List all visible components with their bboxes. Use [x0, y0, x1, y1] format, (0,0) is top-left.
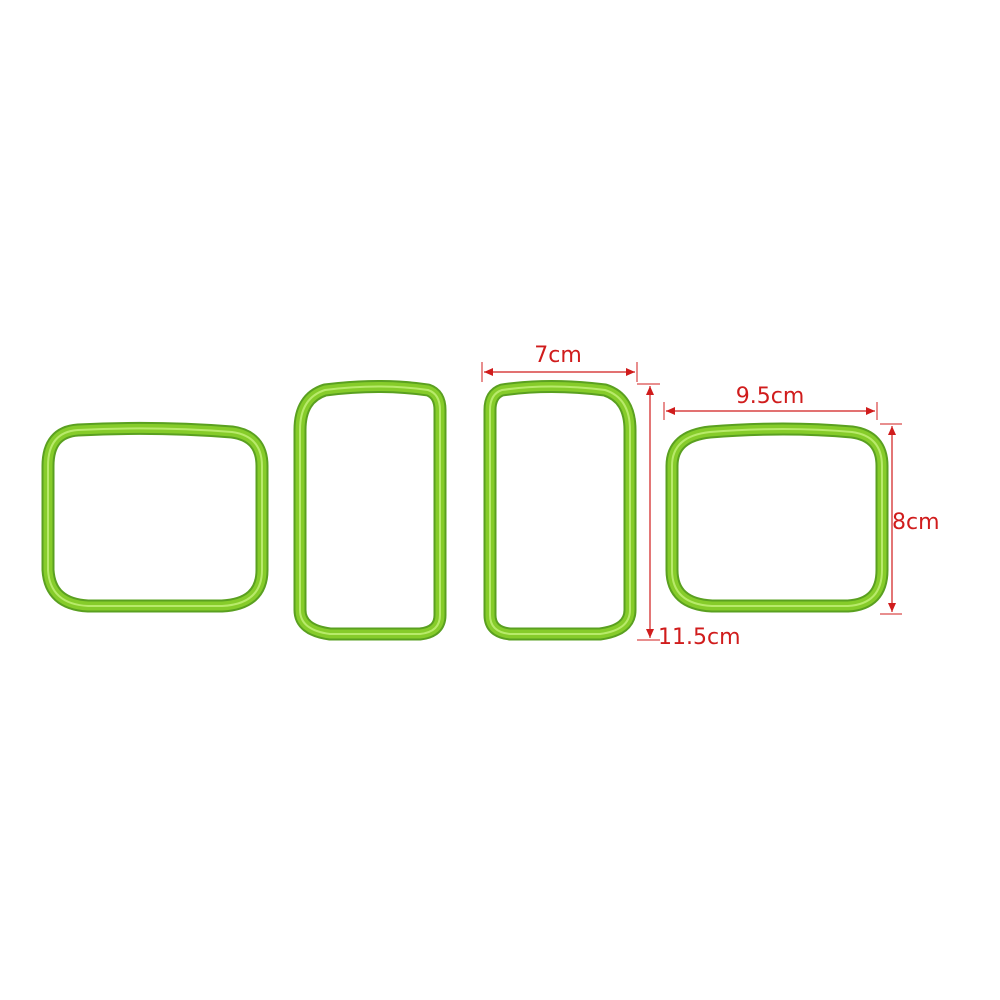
dimension-label-8cm: 8cm — [892, 510, 940, 535]
trim-ring-tall-left — [293, 380, 447, 641]
dimension-height-right: 8cm — [880, 423, 940, 615]
dimension-width-right: 9.5cm — [663, 384, 878, 420]
trim-ring-left — [41, 421, 269, 613]
dimension-label-9-5cm: 9.5cm — [736, 384, 805, 409]
dimension-label-7cm: 7cm — [534, 343, 582, 368]
trim-ring-tall-right — [483, 380, 637, 641]
dimension-width-tall: 7cm — [481, 343, 638, 382]
dimension-label-11-5cm: 11.5cm — [658, 625, 741, 650]
trim-ring-right — [665, 422, 889, 613]
dimension-height-tall: 11.5cm — [637, 383, 741, 650]
